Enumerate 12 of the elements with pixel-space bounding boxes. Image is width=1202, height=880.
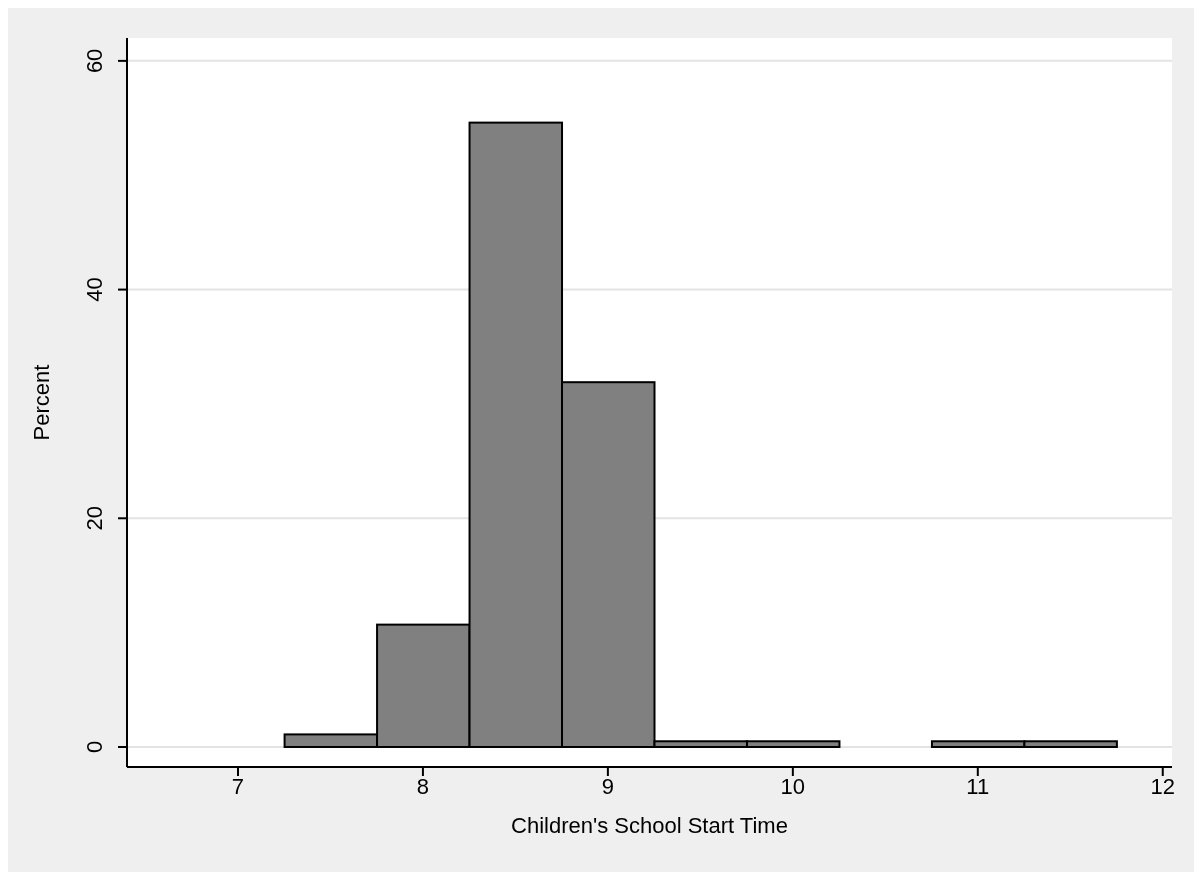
x-tick-label: 10: [780, 773, 806, 799]
y-tick-label: 0: [82, 740, 107, 754]
y-axis-title: Percent: [28, 364, 54, 441]
y-tick-label: 60: [82, 48, 107, 74]
y-tick-label: 40: [82, 277, 107, 302]
y-tick-label: 20: [82, 506, 107, 531]
x-axis-title: Children's School Start Time: [511, 813, 788, 838]
x-tick-label: 9: [601, 773, 615, 799]
x-tick-label: 12: [1150, 773, 1175, 799]
x-tick-label: 8: [416, 773, 430, 799]
x-tick-label: 7: [231, 773, 245, 799]
x-tick-label: 11: [966, 773, 990, 799]
